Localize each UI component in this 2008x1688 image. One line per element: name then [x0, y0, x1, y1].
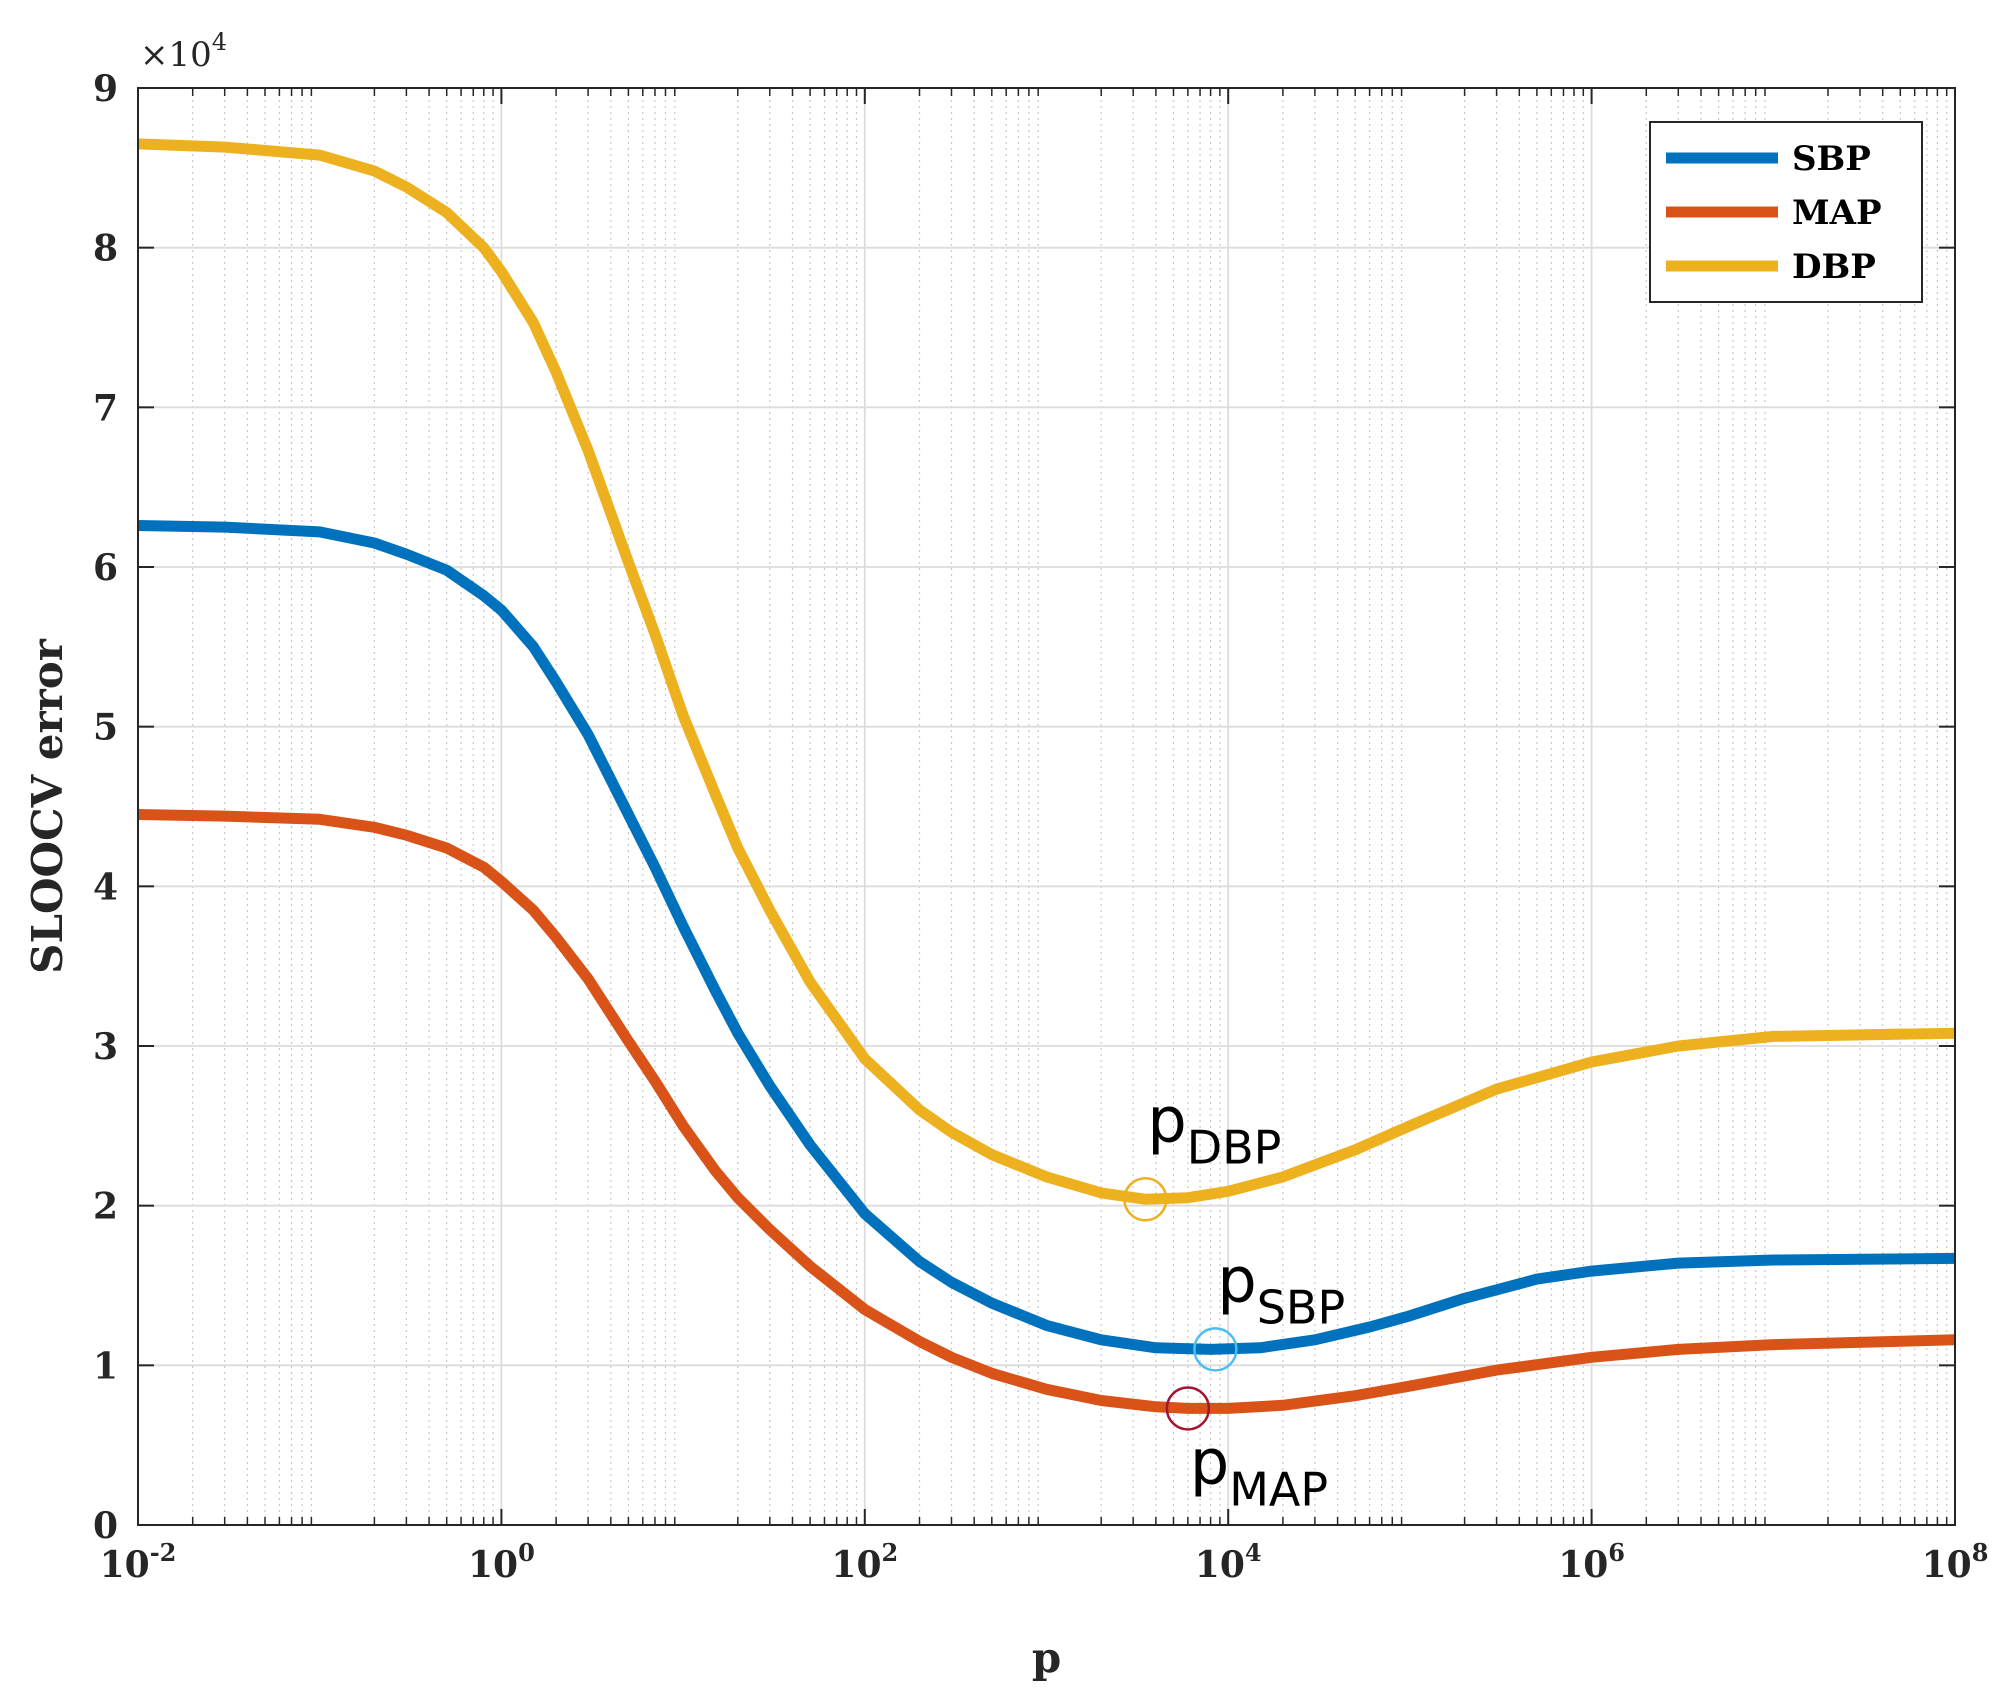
x-tick-label: 108 [1922, 1538, 1989, 1586]
annotation-p-map: pMAP [1190, 1425, 1328, 1516]
x-tick-label: 102 [831, 1538, 898, 1586]
y-tick-label: 2 [93, 1186, 118, 1228]
x-tick-label: 106 [1558, 1538, 1625, 1586]
y-tick-label: 7 [93, 387, 118, 429]
y-tick-label: 3 [93, 1026, 118, 1068]
tick-marks [137, 87, 1956, 1526]
annotation-layer: pDBP pSBP pMAP [1147, 1083, 1345, 1516]
series-line-sbp [137, 520, 1956, 1355]
series-line-map [137, 809, 1956, 1414]
y-tick-label: 0 [93, 1505, 118, 1547]
y-tick-label: 8 [93, 228, 118, 270]
y-tick-label: 1 [93, 1345, 118, 1387]
x-tick-label: 104 [1195, 1538, 1262, 1586]
annotation-p-sbp: pSBP [1217, 1243, 1345, 1334]
legend-label-map: MAP [1792, 193, 1882, 233]
y-tick-label: 5 [93, 707, 118, 749]
minimum-marker-sbp [1193, 1327, 1238, 1372]
legend-label-sbp: SBP [1792, 139, 1871, 179]
legend: SBP MAP DBP [1649, 121, 1923, 303]
legend-items: SBP MAP DBP [1666, 139, 1882, 287]
y-tick-labels: 0 1 2 3 4 5 6 7 8 9 [93, 68, 118, 1547]
y-tick-label: 6 [93, 547, 118, 589]
plot-area-border [137, 87, 1956, 1526]
x-tick-label: 100 [468, 1538, 535, 1586]
series-layer [137, 138, 1956, 1414]
legend-label-dbp: DBP [1792, 247, 1876, 287]
x-axis-label: p [1032, 1633, 1061, 1682]
marker-layer [1123, 1177, 1238, 1431]
y-axis-label: SLOOCV error [23, 638, 72, 974]
x-tick-labels: 10-2 100 102 104 106 108 [100, 1538, 1989, 1586]
annotation-p-dbp: pDBP [1147, 1083, 1281, 1174]
y-axis-multiplier: ×104 [140, 28, 227, 75]
y-tick-label: 9 [93, 68, 118, 110]
series-line-dbp [137, 138, 1956, 1205]
minimum-marker-map [1165, 1386, 1211, 1431]
y-tick-label: 4 [93, 866, 118, 908]
minimum-marker-dbp [1123, 1177, 1168, 1222]
x-tick-label: 10-2 [100, 1538, 177, 1586]
